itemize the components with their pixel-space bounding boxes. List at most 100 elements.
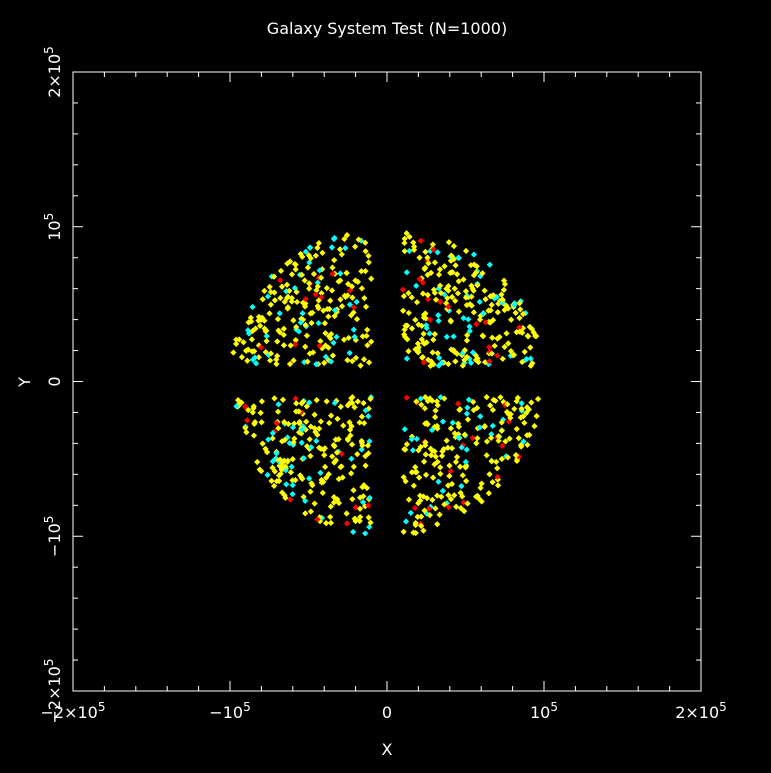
scatter-point [520,438,527,445]
scatter-point [424,291,431,299]
scatter-point [497,394,504,401]
scatter-point [328,244,336,251]
scatter-point [431,448,438,455]
scatter-point [289,456,296,463]
scatter-point [299,398,307,405]
scatter-point [271,482,278,490]
x-tick-label: −2×105 [41,700,106,722]
scatter-point [425,356,432,363]
scatter-point [325,471,332,478]
scatter-point [430,336,437,343]
scatter-point [349,399,356,406]
scatter-point [424,421,431,428]
scatter-point [401,239,408,247]
scatter-point [364,326,371,333]
scatter-point [428,426,436,434]
scatter-point [515,435,522,442]
scatter-point [337,296,344,303]
scatter-point [298,271,305,279]
scatter-point [464,416,472,423]
scatter-point [344,357,351,364]
scatter-point [411,504,419,512]
scatter-point [327,297,334,304]
scatter-point [463,353,471,361]
scatter-point [466,328,473,335]
scatter-point [365,259,372,266]
scatter-point [263,333,270,340]
scatter-point [518,405,525,412]
scatter-point [288,463,295,470]
scatter-point [269,458,276,465]
scatter-point [469,434,476,442]
scatter-point [481,287,488,294]
scatter-point [482,319,489,326]
scatter-point [362,462,369,469]
scatter-point [287,496,294,503]
x-tick-label: −105 [209,700,250,722]
scatter-point [438,493,445,500]
scatter-point [264,471,271,479]
scatter-point [356,505,364,512]
scatter-point [284,260,291,267]
scatter-point [286,360,294,368]
scatter-point [441,501,448,508]
scatter-point [463,337,471,344]
y-tick-labels: −2×105 −105 0 105 2×105 [42,46,64,723]
scatter-point [486,358,493,365]
scatter-point [307,255,314,262]
scatter-point [295,408,302,415]
scatter-point [266,283,273,291]
scatter-point [434,521,441,528]
scatter-point [470,398,477,406]
scatter-point [330,493,338,501]
scatter-point [432,407,439,414]
scatter-point [414,513,421,520]
scatter-point [283,481,290,488]
scatter-point [452,358,459,365]
scatter-point [533,412,540,420]
scatter-point [365,502,372,509]
scatter-point [481,359,489,366]
scatter-point [459,472,466,479]
scatter-point [443,437,450,444]
scatter-point [252,325,259,332]
scatter-point [418,322,425,329]
scatter-point [489,422,496,429]
scatter-point [319,489,326,496]
scatter-point [349,496,356,503]
scatter-point [420,527,427,534]
scatter-point [327,513,334,521]
scatter-point [455,423,463,430]
scatter-point [302,497,309,505]
scatter-point [242,424,249,431]
scatter-point [358,446,365,453]
scatter-point [499,442,506,450]
scatter-point [512,309,519,316]
scatter-point [352,277,359,284]
scatter-point [273,356,280,363]
scatter-point [351,243,359,250]
scatter-point [298,439,305,446]
scatter-point [322,463,329,470]
scatter-point [273,420,280,427]
scatter-point [269,435,276,442]
scatter-point [289,482,296,489]
scatter-point [329,352,337,359]
scatter-point [285,420,292,428]
scatter-point [419,279,427,286]
scatter-point [489,317,497,324]
scatter-point [479,310,487,317]
scatter-point [287,342,294,349]
scatter-point [331,399,338,407]
scatter-point [525,333,532,340]
scatter-point [290,317,297,324]
scatter-point [330,499,338,506]
scatter-point [494,465,501,472]
scatter-point [350,463,357,470]
scatter-point [405,309,412,317]
x-tick-label: 105 [530,700,558,722]
scatter-point [519,358,526,366]
scatter-point [447,468,454,475]
scatter-point [314,431,321,438]
scatter-point [437,464,444,471]
